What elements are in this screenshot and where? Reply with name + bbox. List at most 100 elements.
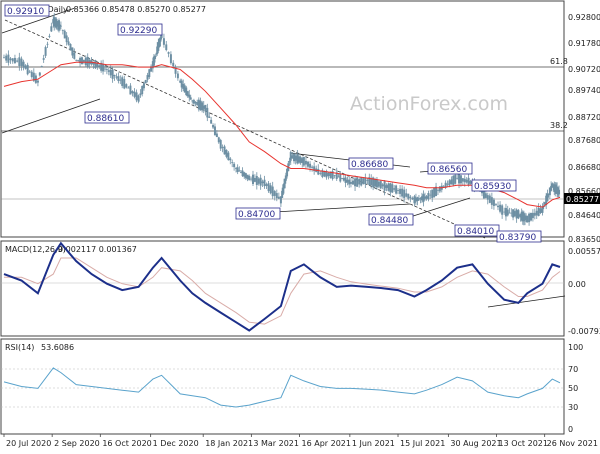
candle-body xyxy=(58,24,61,27)
candle-body xyxy=(414,197,417,202)
candle-body xyxy=(375,179,378,188)
price-label: 0.86560 xyxy=(427,162,473,175)
candle-body xyxy=(508,212,511,214)
candle-body xyxy=(329,171,332,178)
candle-body xyxy=(157,42,160,51)
candle-body xyxy=(212,124,215,128)
candle-body xyxy=(362,178,365,185)
candle-body xyxy=(497,205,500,208)
candle-body xyxy=(286,169,289,177)
candle-body xyxy=(416,197,419,202)
candle-body xyxy=(387,183,390,191)
candle-body xyxy=(364,177,367,185)
price-label-text: 0.92290 xyxy=(120,26,157,36)
candle-body xyxy=(165,44,168,51)
candle-body xyxy=(107,70,110,72)
candle-body xyxy=(282,184,285,194)
candle-body xyxy=(162,38,165,45)
price-label-text: 0.86560 xyxy=(430,165,467,175)
candle-body xyxy=(467,177,470,186)
candle-body xyxy=(199,100,202,111)
candle-body xyxy=(518,214,521,216)
candle-body xyxy=(321,170,324,177)
candle-body xyxy=(520,211,523,221)
candle-body xyxy=(407,193,410,199)
candle-body xyxy=(239,172,242,173)
candle-body xyxy=(179,80,182,83)
candle-body xyxy=(275,193,278,199)
candle-body xyxy=(521,212,524,222)
candle-body xyxy=(154,55,157,59)
candle-body xyxy=(46,43,49,45)
candle-body xyxy=(238,170,241,172)
candle-body xyxy=(422,194,425,202)
candle-body xyxy=(9,58,12,61)
candle-body xyxy=(342,177,345,181)
price-label: 0.92290 xyxy=(117,23,163,36)
x-tick-label: 26 Nov 2021 xyxy=(547,439,598,448)
candle-body xyxy=(313,166,316,172)
rsi-line xyxy=(3,367,561,408)
candle-body xyxy=(94,60,97,69)
candle-body xyxy=(65,35,68,43)
candle-body xyxy=(3,57,5,59)
candle-body xyxy=(148,69,151,78)
candle-body xyxy=(517,210,520,219)
candle-body xyxy=(435,186,438,197)
candle-body xyxy=(22,61,25,68)
candle-body xyxy=(302,156,305,166)
macd-y-tick: 0.005579 xyxy=(568,247,600,256)
price-label-text: 0.85930 xyxy=(474,182,511,192)
candle-body xyxy=(250,178,253,180)
price-label-text: 0.83790 xyxy=(499,233,536,243)
candle-body xyxy=(546,193,549,202)
candle-body xyxy=(374,179,377,187)
candle-body xyxy=(531,212,534,219)
candle-body xyxy=(185,87,188,96)
candle-body xyxy=(215,133,218,138)
candle-body xyxy=(160,33,163,38)
candle-body xyxy=(465,179,468,183)
price-label-text: 0.86680 xyxy=(351,160,388,170)
rsi-y-tick: 30 xyxy=(568,403,578,412)
candle-body xyxy=(358,178,361,185)
candle-body xyxy=(291,155,294,159)
candle-body xyxy=(223,146,226,155)
candle-body xyxy=(273,191,276,196)
candle-body xyxy=(397,190,400,191)
candle-body xyxy=(44,47,47,56)
candle-body xyxy=(225,149,228,157)
candle-body xyxy=(385,185,388,188)
candle-body xyxy=(381,184,384,187)
candle-body xyxy=(265,184,268,186)
candle-body xyxy=(411,197,414,200)
candle-body xyxy=(79,57,82,64)
candle-body xyxy=(231,162,234,163)
candle-body xyxy=(461,178,464,182)
candle-body xyxy=(431,189,434,198)
candle-body xyxy=(541,206,544,213)
candle-body xyxy=(30,71,33,78)
candle-body xyxy=(452,175,455,186)
candle-body xyxy=(529,212,532,221)
candle-body xyxy=(191,100,194,102)
candle-body xyxy=(125,84,128,88)
candle-body xyxy=(7,54,10,63)
candle-body xyxy=(96,63,99,67)
candle-body xyxy=(346,179,349,183)
candle-body xyxy=(202,105,205,109)
candle-body xyxy=(413,196,416,204)
candle-body xyxy=(156,46,159,54)
candle-body xyxy=(512,209,515,218)
candle-body xyxy=(325,170,328,178)
candle-body xyxy=(36,80,39,83)
candle-body xyxy=(515,209,518,219)
x-tick-label: 16 Oct 2020 xyxy=(102,439,151,448)
candle-body xyxy=(499,204,502,212)
macd-header-values: 0.002117 0.001367 xyxy=(58,245,137,254)
candle-body xyxy=(360,177,363,186)
candle-body xyxy=(100,62,103,71)
candle-body xyxy=(331,171,334,179)
candle-body xyxy=(159,37,162,42)
candle-body xyxy=(506,209,509,216)
